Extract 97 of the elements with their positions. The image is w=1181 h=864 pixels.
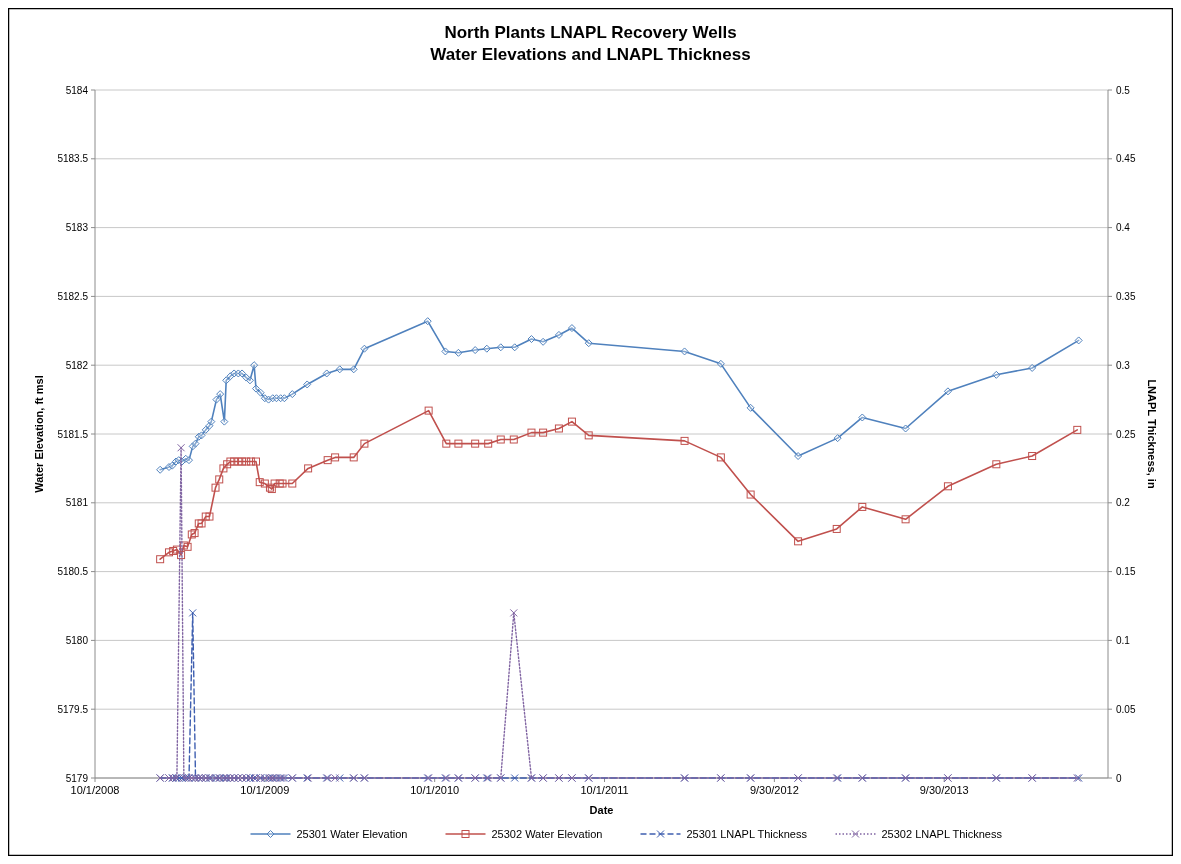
legend-label: 25301 LNAPL Thickness: [686, 827, 808, 840]
point: [211, 483, 220, 492]
point: [360, 439, 369, 448]
point: [454, 439, 463, 448]
point: [156, 555, 165, 564]
x-tick-label: 9/30/2013: [919, 784, 969, 796]
point: [177, 551, 186, 560]
point: [567, 417, 576, 426]
point: [680, 436, 689, 445]
point: [1073, 425, 1082, 434]
y-tick-label: 5179.5: [57, 703, 89, 715]
point: [197, 519, 206, 528]
y-tick-label: 5182.5: [57, 290, 89, 302]
point: [215, 475, 224, 484]
point: [223, 460, 232, 469]
point: [832, 524, 841, 533]
point: [172, 545, 181, 554]
y-tick-label: 5182: [65, 359, 89, 371]
point: [187, 530, 196, 539]
x-axis-title: Date: [589, 804, 614, 816]
point: [183, 542, 192, 551]
point: [716, 453, 725, 462]
point: [226, 457, 235, 466]
y2-tick-label: 0.2: [1116, 497, 1131, 509]
point: [471, 439, 480, 448]
y2-tick-label: 0.25: [1116, 428, 1136, 440]
point: [190, 529, 199, 538]
point: [304, 464, 313, 473]
point: [943, 482, 952, 491]
y2-tick-label: 0.45: [1116, 153, 1136, 165]
point: [349, 453, 358, 462]
point: [270, 479, 279, 488]
point: [238, 457, 247, 466]
y2-tick-label: 0.5: [1116, 84, 1131, 96]
point: [288, 479, 297, 488]
point: [794, 537, 803, 546]
point: [496, 435, 505, 444]
y2-tick-label: 0.15: [1116, 566, 1136, 578]
legend-label: 25302 LNAPL Thickness: [881, 827, 1003, 840]
point: [275, 479, 284, 488]
point: [554, 424, 563, 433]
y2-axis-title: LNAPL Thickness, in: [1146, 379, 1158, 489]
point: [242, 457, 251, 466]
y-tick-label: 5183.5: [57, 153, 89, 165]
y-tick-label: 5181.5: [57, 428, 89, 440]
x-tick-label: 10/1/2011: [580, 784, 629, 796]
point: [331, 453, 340, 462]
y2-tick-label: 0.3: [1116, 359, 1131, 371]
y2-tick-label: 0.4: [1116, 222, 1131, 234]
chart-subtitle: Water Elevations and LNAPL Thickness: [430, 45, 751, 64]
point: [201, 512, 210, 521]
y2-tick-label: 0.05: [1116, 703, 1136, 715]
y-axis-title: Water Elevation, ft msl: [33, 375, 45, 493]
point: [169, 546, 178, 555]
point: [194, 519, 203, 528]
point: [252, 457, 260, 466]
point: [527, 428, 536, 437]
point: [323, 456, 332, 465]
point: [901, 515, 910, 524]
y2-tick-label: 0.1: [1116, 634, 1131, 646]
point: [179, 541, 188, 550]
point: [484, 439, 493, 448]
point: [509, 608, 518, 617]
chart-title: North Plants LNAPL Recovery Wells: [444, 23, 737, 42]
point: [205, 512, 214, 521]
point: [1028, 452, 1037, 461]
point: [260, 479, 269, 488]
y-tick-label: 5180: [65, 634, 89, 646]
x-tick-label: 10/1/2008: [70, 784, 120, 796]
point: [858, 502, 867, 511]
point: [177, 443, 186, 452]
y2-tick-label: 0: [1116, 772, 1122, 784]
point: [746, 490, 755, 499]
x-tick-label: 10/1/2010: [410, 784, 460, 796]
point: [255, 478, 264, 487]
y2-tick-label: 0.35: [1116, 290, 1136, 302]
y-tick-label: 5183: [65, 222, 89, 234]
legend-label: 25302 Water Elevation: [491, 827, 603, 840]
point: [219, 464, 228, 473]
y-tick-label: 5180.5: [57, 566, 89, 578]
point: [992, 460, 1001, 469]
legend-label: 25301 Water Elevation: [296, 827, 408, 840]
point: [509, 435, 518, 444]
x-tick-label: 10/1/2009: [240, 784, 290, 796]
point: [424, 406, 433, 415]
y-tick-label: 5181: [65, 497, 89, 509]
point: [246, 457, 255, 466]
y-tick-label: 5179: [65, 772, 89, 784]
point: [230, 457, 239, 466]
point: [278, 479, 287, 488]
x-tick-label: 9/30/2012: [749, 784, 799, 796]
y-tick-label: 5184: [65, 84, 89, 96]
point: [584, 431, 593, 440]
point: [442, 439, 451, 448]
point: [164, 548, 173, 557]
point: [234, 457, 243, 466]
point: [539, 428, 548, 437]
